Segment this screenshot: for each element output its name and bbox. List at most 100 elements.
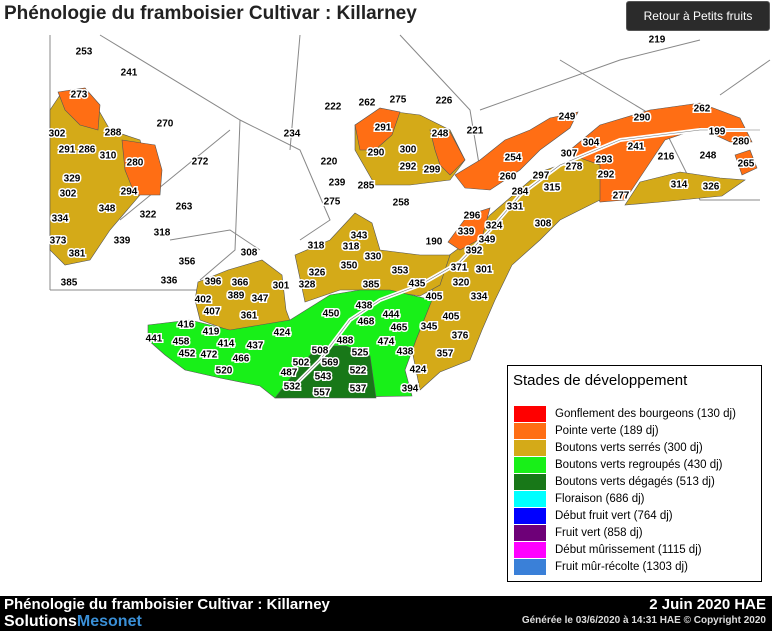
station-value: 487 xyxy=(281,368,298,379)
legend-item: Fruit vert (858 dj) xyxy=(514,525,643,541)
back-to-small-fruits-button[interactable]: Retour à Petits fruits xyxy=(626,1,770,31)
station-value: 241 xyxy=(121,68,138,79)
station-value: 248 xyxy=(432,129,449,140)
station-value: 292 xyxy=(400,162,417,173)
station-value: 270 xyxy=(157,119,174,130)
station-value: 280 xyxy=(733,137,750,148)
station-value: 285 xyxy=(358,181,375,192)
legend-label: Pointe verte (189 dj) xyxy=(555,425,659,437)
legend-label: Floraison (686 dj) xyxy=(555,493,645,505)
station-value: 221 xyxy=(467,126,484,137)
station-value: 296 xyxy=(464,211,481,222)
region-tight-green-buds xyxy=(624,171,746,206)
legend-item: Début fruit vert (764 dj) xyxy=(514,508,673,524)
station-value: 569 xyxy=(322,358,339,369)
station-value: 339 xyxy=(114,236,131,247)
legend-label: Début mûrissement (1115 dj) xyxy=(555,544,702,556)
station-value: 385 xyxy=(363,280,380,291)
station-value: 293 xyxy=(596,155,613,166)
station-value: 419 xyxy=(203,327,220,338)
footer-title: Phénologie du framboisier Cultivar : Kil… xyxy=(4,596,330,613)
legend-swatch xyxy=(514,491,546,507)
station-value: 508 xyxy=(312,346,329,357)
station-value: 394 xyxy=(402,384,419,395)
station-value: 396 xyxy=(205,277,222,288)
station-value: 273 xyxy=(71,90,88,101)
station-value: 543 xyxy=(315,372,332,383)
legend-swatch xyxy=(514,542,546,558)
station-value: 381 xyxy=(69,249,86,260)
station-value: 361 xyxy=(241,311,258,322)
station-value: 452 xyxy=(179,349,196,360)
legend-item: Boutons verts regroupés (430 dj) xyxy=(514,457,722,473)
legend-item: Début mûrissement (1115 dj) xyxy=(514,542,702,558)
station-value: 292 xyxy=(598,170,615,181)
legend-swatch xyxy=(514,525,546,541)
station-value: 288 xyxy=(105,128,122,139)
region-green-tip xyxy=(429,129,466,176)
station-value: 339 xyxy=(458,227,475,238)
legend-label: Boutons verts dégagés (513 dj) xyxy=(555,476,715,488)
station-value: 437 xyxy=(247,341,264,352)
station-value: 488 xyxy=(337,336,354,347)
station-value: 328 xyxy=(299,280,316,291)
station-value: 343 xyxy=(351,231,368,242)
station-value: 302 xyxy=(60,189,77,200)
station-value: 465 xyxy=(391,323,408,334)
station-value: 424 xyxy=(274,328,291,339)
station-value: 353 xyxy=(392,266,409,277)
station-value: 310 xyxy=(100,151,117,162)
station-value: 304 xyxy=(583,138,600,149)
station-value: 385 xyxy=(61,278,78,289)
region-loose-green-buds xyxy=(274,345,377,399)
station-value: 272 xyxy=(192,157,209,168)
station-value: 336 xyxy=(161,276,178,287)
brand-logo: SolutionsMesonet xyxy=(4,613,142,631)
legend-label: Gonflement des bourgeons (130 dj) xyxy=(555,408,736,420)
station-value: 326 xyxy=(703,182,720,193)
station-value: 405 xyxy=(426,292,443,303)
page-title: Phénologie du framboisier Cultivar : Kil… xyxy=(4,3,417,24)
station-value: 286 xyxy=(79,145,96,156)
region-green-tip xyxy=(569,102,753,203)
station-value: 275 xyxy=(324,197,341,208)
station-value: 334 xyxy=(471,292,488,303)
station-value: 290 xyxy=(368,148,385,159)
station-value: 502 xyxy=(293,358,310,369)
station-value: 525 xyxy=(352,348,369,359)
station-value: 297 xyxy=(533,171,550,182)
station-value: 263 xyxy=(176,202,193,213)
station-value: 450 xyxy=(323,309,340,320)
station-value: 520 xyxy=(216,366,233,377)
station-value: 373 xyxy=(50,236,67,247)
station-value: 234 xyxy=(284,129,301,140)
station-value: 557 xyxy=(314,388,331,399)
station-value: 318 xyxy=(343,242,360,253)
region-tight-green-buds xyxy=(409,157,601,391)
station-value: 472 xyxy=(201,350,218,361)
station-value: 275 xyxy=(390,95,407,106)
legend-swatch xyxy=(514,559,546,575)
station-value: 291 xyxy=(375,123,392,134)
legend-item: Fruit mûr-récolte (1303 dj) xyxy=(514,559,688,575)
station-value: 356 xyxy=(179,257,196,268)
station-value: 424 xyxy=(410,365,427,376)
station-value: 301 xyxy=(476,265,493,276)
legend-swatch xyxy=(514,474,546,490)
station-value: 308 xyxy=(535,219,552,230)
footer-date: 2 Juin 2020 HAE xyxy=(649,596,766,613)
station-value: 441 xyxy=(146,334,163,345)
station-value: 345 xyxy=(421,322,438,333)
stage-regions xyxy=(49,87,758,399)
brand-part: Solutions xyxy=(4,613,77,630)
legend-swatch xyxy=(514,457,546,473)
station-value: 291 xyxy=(59,145,76,156)
region-green-tip xyxy=(454,111,579,191)
station-value: 300 xyxy=(400,145,417,156)
phenology-map: 253 241 273 270 288 302 291 286 310 280 272 329 294 3… xyxy=(0,30,772,596)
legend-swatch xyxy=(514,440,546,456)
station-value: 326 xyxy=(309,268,326,279)
station-value: 248 xyxy=(700,151,717,162)
station-value: 290 xyxy=(634,113,651,124)
